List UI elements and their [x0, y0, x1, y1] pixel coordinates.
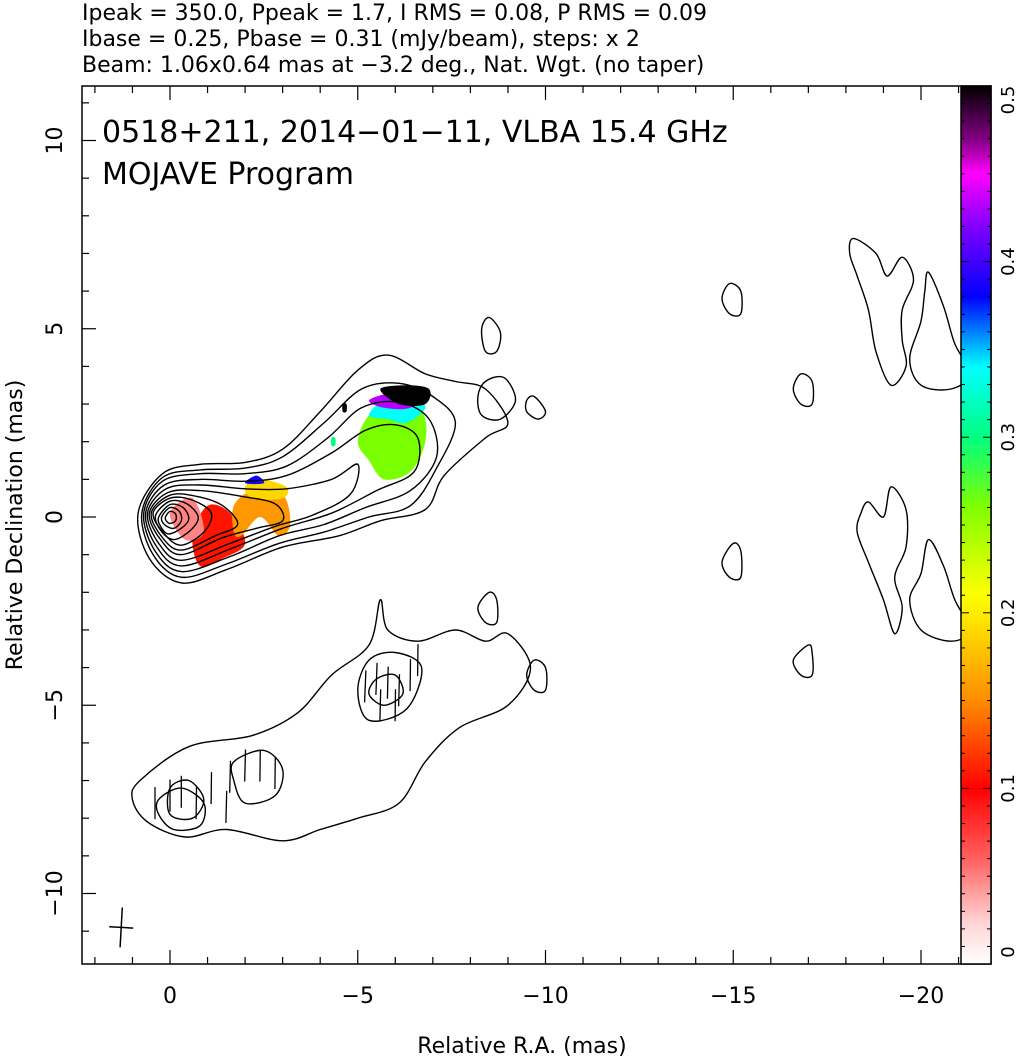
intensity-contour-17: [848, 237, 915, 387]
intensity-contour-0: [136, 354, 509, 584]
header-line-1: Ipeak = 350.0, Ppeak = 1.7, I RMS = 0.08…: [82, 1, 707, 26]
intensity-contour-4: [146, 463, 360, 562]
intensity-contour-8: [154, 499, 199, 541]
evpa-vector-5: [229, 760, 232, 793]
colorbar-tick-label: 0.3: [998, 423, 1019, 452]
fracpol-patch-9: [342, 403, 347, 413]
evpa-vector-12: [386, 666, 389, 699]
y-tick-label: 0: [43, 510, 68, 524]
colorbar-tick-label: 0.4: [998, 247, 1019, 276]
intensity-contour-12: [477, 375, 517, 421]
colorbar-tick-label: 0.5: [998, 86, 1019, 115]
intensity-contour-10: [160, 506, 183, 530]
colorbar-tick-label: 0: [998, 946, 1019, 957]
polarized-contour-0: [131, 599, 532, 842]
x-tick-label: −20: [898, 984, 944, 1009]
fracpol-patch-4: [244, 475, 265, 485]
fracpol-patch-10: [330, 437, 336, 447]
intensity-contour-23: [477, 591, 499, 626]
polarized-contour-5: [368, 673, 404, 707]
intensity-contour-19: [856, 486, 909, 635]
intensity-contour-1: [140, 382, 457, 579]
intensity-contour-16: [792, 372, 815, 408]
intensity-contour-21: [721, 542, 743, 581]
y-tick-label: 5: [43, 322, 68, 336]
evpa-vector-11: [375, 662, 378, 695]
colorbar: [960, 85, 992, 965]
header-line-3: Beam: 1.06x0.64 mas at −3.2 deg., Nat. W…: [82, 53, 704, 78]
x-tick-label: −5: [342, 984, 374, 1009]
beam-cross: [109, 907, 134, 948]
fracpol-patch-0: [192, 504, 246, 567]
evpa-vectors: [154, 644, 419, 823]
polarized-contour-3: [230, 749, 284, 805]
x-axis-label: Relative R.A. (mas): [417, 1034, 626, 1059]
intensity-contour-22: [792, 644, 814, 679]
evpa-vector-6: [244, 749, 247, 782]
intensity-contour-24: [525, 659, 548, 694]
fracpol-patch-5: [357, 403, 427, 480]
intensity-contour-5: [148, 489, 285, 556]
colorbar-tick-label: 0.2: [998, 598, 1019, 627]
intensity-contour-3: [144, 423, 421, 567]
evpa-vector-9: [225, 790, 228, 823]
chart-subtitle: MOJAVE Program: [102, 157, 354, 192]
intensity-contour-13: [524, 395, 547, 420]
x-tick-label: −10: [522, 984, 568, 1009]
x-tick-label: 0: [163, 984, 177, 1009]
intensity-contour-9: [157, 503, 190, 535]
polarized-contour-2: [166, 779, 205, 821]
intensity-contour-6: [150, 493, 239, 551]
intensity-contour-18: [908, 271, 971, 391]
fracpol-patch-2: [232, 489, 291, 538]
evpa-vector-15: [379, 689, 382, 722]
x-tick-label: −15: [710, 984, 756, 1009]
intensity-contour-14: [480, 316, 502, 355]
y-tick-label: 10: [43, 127, 68, 155]
intensity-contour-2: [142, 400, 439, 573]
evpa-vector-10: [363, 670, 367, 703]
polarized-contours: [131, 599, 532, 842]
chart-title: 0518+211, 2014−01−11, VLBA 15.4 GHz: [102, 115, 728, 150]
intensity-contour-20: [908, 538, 971, 642]
y-tick-label: −5: [43, 689, 68, 721]
header-line-2: Ibase = 0.25, Pbase = 0.31 (mJy/beam), s…: [82, 27, 640, 52]
polarized-contour-4: [357, 651, 423, 722]
evpa-vector-13: [397, 674, 401, 707]
fractional-polarization-layer: [169, 385, 431, 567]
colorbar-ticks: 0 0.1 0.2 0.3 0.4 0.5: [961, 85, 1019, 965]
beam-minor-axis: [109, 925, 134, 929]
intensity-contour-15: [721, 282, 743, 317]
y-axis-label: Relative Declination (mas): [3, 380, 28, 671]
intensity-contour-11: [164, 510, 178, 525]
total-intensity-contours: [136, 237, 971, 694]
axis-ticks: 0 −5 −10 −15 −20 −10 −5 0 5 10: [43, 86, 960, 1009]
y-tick-label: −10: [43, 870, 68, 916]
colorbar-tick-label: 0.1: [998, 774, 1019, 803]
